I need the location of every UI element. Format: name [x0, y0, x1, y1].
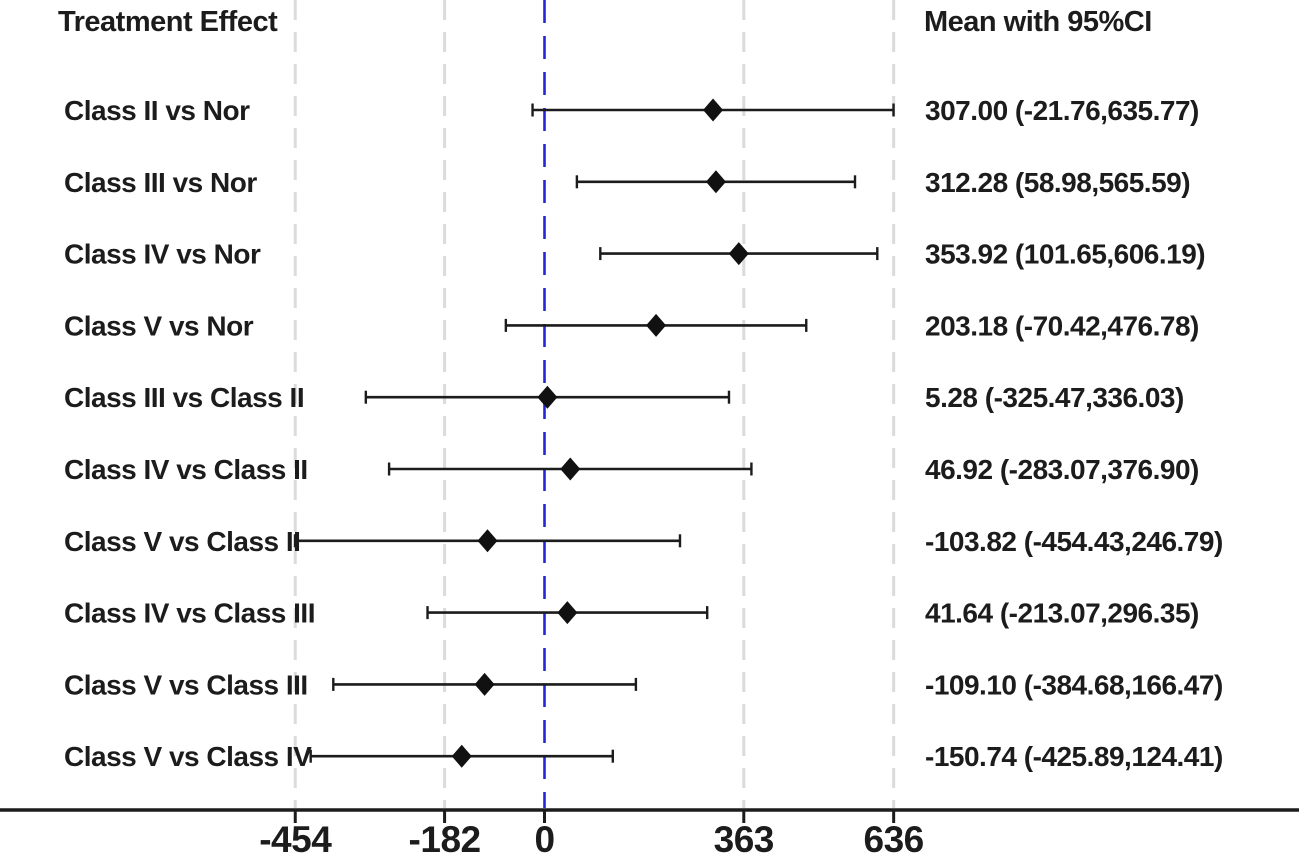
x-axis-tick-label: -182	[409, 819, 481, 859]
x-axis-tick-label: 363	[714, 819, 774, 859]
row-label: Class V vs Nor	[64, 310, 254, 341]
mean-diamond	[703, 98, 724, 122]
x-axis-tick-label: 0	[534, 819, 554, 859]
row-value: -150.74 (-425.89,124.41)	[925, 741, 1223, 772]
row-value: 312.28 (58.98,565.59)	[925, 167, 1190, 198]
x-axis-tick-label: -454	[259, 819, 332, 859]
mean-diamond	[705, 170, 726, 194]
row-value: -103.82 (-454.43,246.79)	[925, 526, 1223, 557]
row-label: Class III vs Nor	[64, 167, 257, 198]
row-label: Class III vs Class II	[64, 382, 304, 413]
mean-diamond	[474, 672, 495, 696]
x-axis-tick-label: 636	[864, 819, 924, 859]
row-label: Class IV vs Class II	[64, 454, 308, 485]
row-value: 353.92 (101.65,606.19)	[925, 239, 1205, 270]
row-value: -109.10 (-384.68,166.47)	[925, 669, 1223, 700]
mean-ci-column-header: Mean with 95%CI	[924, 6, 1152, 38]
row-label: Class IV vs Class III	[64, 598, 315, 629]
row-value: 5.28 (-325.47,336.03)	[925, 382, 1184, 413]
row-label: Class V vs Class II	[64, 526, 300, 557]
mean-diamond	[557, 601, 578, 625]
row-label: Class II vs Nor	[64, 95, 250, 126]
row-label: Class V vs Class III	[64, 669, 308, 700]
mean-diamond	[646, 313, 667, 337]
row-value: 41.64 (-213.07,296.35)	[925, 598, 1199, 629]
row-label: Class V vs Class IV	[64, 741, 312, 772]
row-value: 203.18 (-70.42,476.78)	[925, 310, 1199, 341]
treatment-effect-column-header: Treatment Effect	[58, 6, 278, 38]
mean-diamond	[537, 385, 558, 409]
mean-diamond	[728, 242, 749, 266]
row-label: Class IV vs Nor	[64, 239, 261, 270]
mean-diamond	[560, 457, 581, 481]
mean-diamond	[477, 529, 498, 553]
mean-diamond	[451, 744, 472, 768]
row-value: 307.00 (-21.76,635.77)	[925, 95, 1199, 126]
row-value: 46.92 (-283.07,376.90)	[925, 454, 1199, 485]
